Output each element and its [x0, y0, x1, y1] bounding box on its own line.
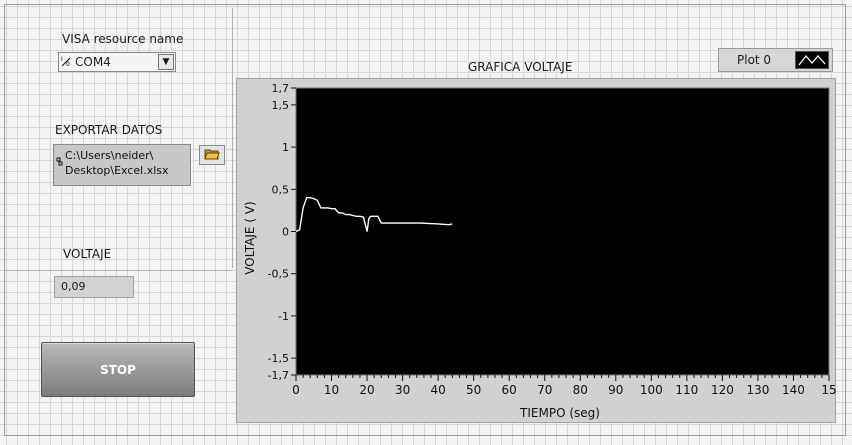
legend-plot-label: Plot 0 [737, 53, 772, 67]
x-tick-label: 15 [821, 383, 836, 397]
x-tick-label: 60 [502, 383, 517, 397]
chevron-down-icon[interactable]: ▼ [158, 54, 174, 70]
folder-icon [204, 148, 220, 163]
chart-title: GRAFICA VOLTAJE [468, 60, 573, 74]
x-tick-label: 110 [675, 383, 698, 397]
y-tick-label: 1,7 [272, 82, 290, 95]
svg-text:I: I [61, 56, 63, 63]
y-axis-label: VOLTAJE ( V) [243, 201, 257, 274]
panel-divider-vertical [232, 8, 233, 268]
x-tick-label: 80 [573, 383, 588, 397]
front-panel-frame [4, 4, 846, 436]
panel-divider [4, 270, 232, 271]
legend-line-swatch-icon [795, 51, 829, 69]
series-line [295, 197, 453, 233]
x-tick-label: 0 [292, 383, 300, 397]
x-tick-label: 90 [608, 383, 623, 397]
x-axis: 0 10 20 30 40 50 60 70 80 90 100 110 120 130 140 15 [292, 375, 836, 397]
x-tick-label: 10 [324, 383, 339, 397]
y-tick-label: -1,5 [268, 352, 289, 365]
x-tick-label: 140 [782, 383, 805, 397]
y-tick-label: 1 [282, 141, 289, 154]
file-path-line-1: C:\Users\neider\ [65, 149, 154, 162]
svg-text:0: 0 [66, 61, 70, 67]
voltage-indicator: 0,09 [54, 276, 134, 298]
voltage-label: VOLTAJE [63, 247, 112, 261]
stop-button[interactable]: STOP [41, 342, 195, 397]
x-tick-label: 100 [640, 383, 663, 397]
x-tick-label: 130 [746, 383, 769, 397]
plot-legend[interactable]: Plot 0 [718, 48, 833, 72]
voltage-chart: 1,7 1,5 1 0,5 0 -0,5 -1 -1,5 -1,7 0 10 20 30 40 50 60 7… [243, 82, 836, 420]
x-tick-label: 20 [359, 383, 374, 397]
export-data-label: EXPORTAR DATOS [55, 123, 163, 137]
y-axis: 1,7 1,5 1 0,5 0 -0,5 -1 -1,5 -1,7 [268, 82, 296, 382]
x-tick-label: 120 [711, 383, 734, 397]
y-tick-label: 1,5 [272, 99, 290, 112]
browse-button[interactable] [199, 145, 225, 165]
plot-area [295, 87, 830, 376]
file-path-line-2: Desktop\Excel.xlsx [65, 164, 169, 177]
x-tick-label: 30 [395, 383, 410, 397]
x-tick-label: 70 [537, 383, 552, 397]
y-tick-label: 0,5 [272, 183, 290, 196]
y-tick-label: -0,5 [268, 268, 289, 281]
x-tick-label: 50 [466, 383, 481, 397]
file-path-field[interactable]: C:\Users\neider\ Desktop\Excel.xlsx [53, 144, 191, 186]
visa-resource-label: VISA resource name [62, 32, 184, 46]
x-axis-label: TIEMPO (seg) [519, 406, 600, 420]
x-tick-label: 40 [430, 383, 445, 397]
visa-resource-value: COM4 [75, 55, 111, 69]
path-icon [56, 157, 64, 170]
y-tick-label: -1 [278, 310, 289, 323]
y-tick-label: 0 [282, 226, 289, 239]
y-tick-label: -1,7 [268, 369, 289, 382]
